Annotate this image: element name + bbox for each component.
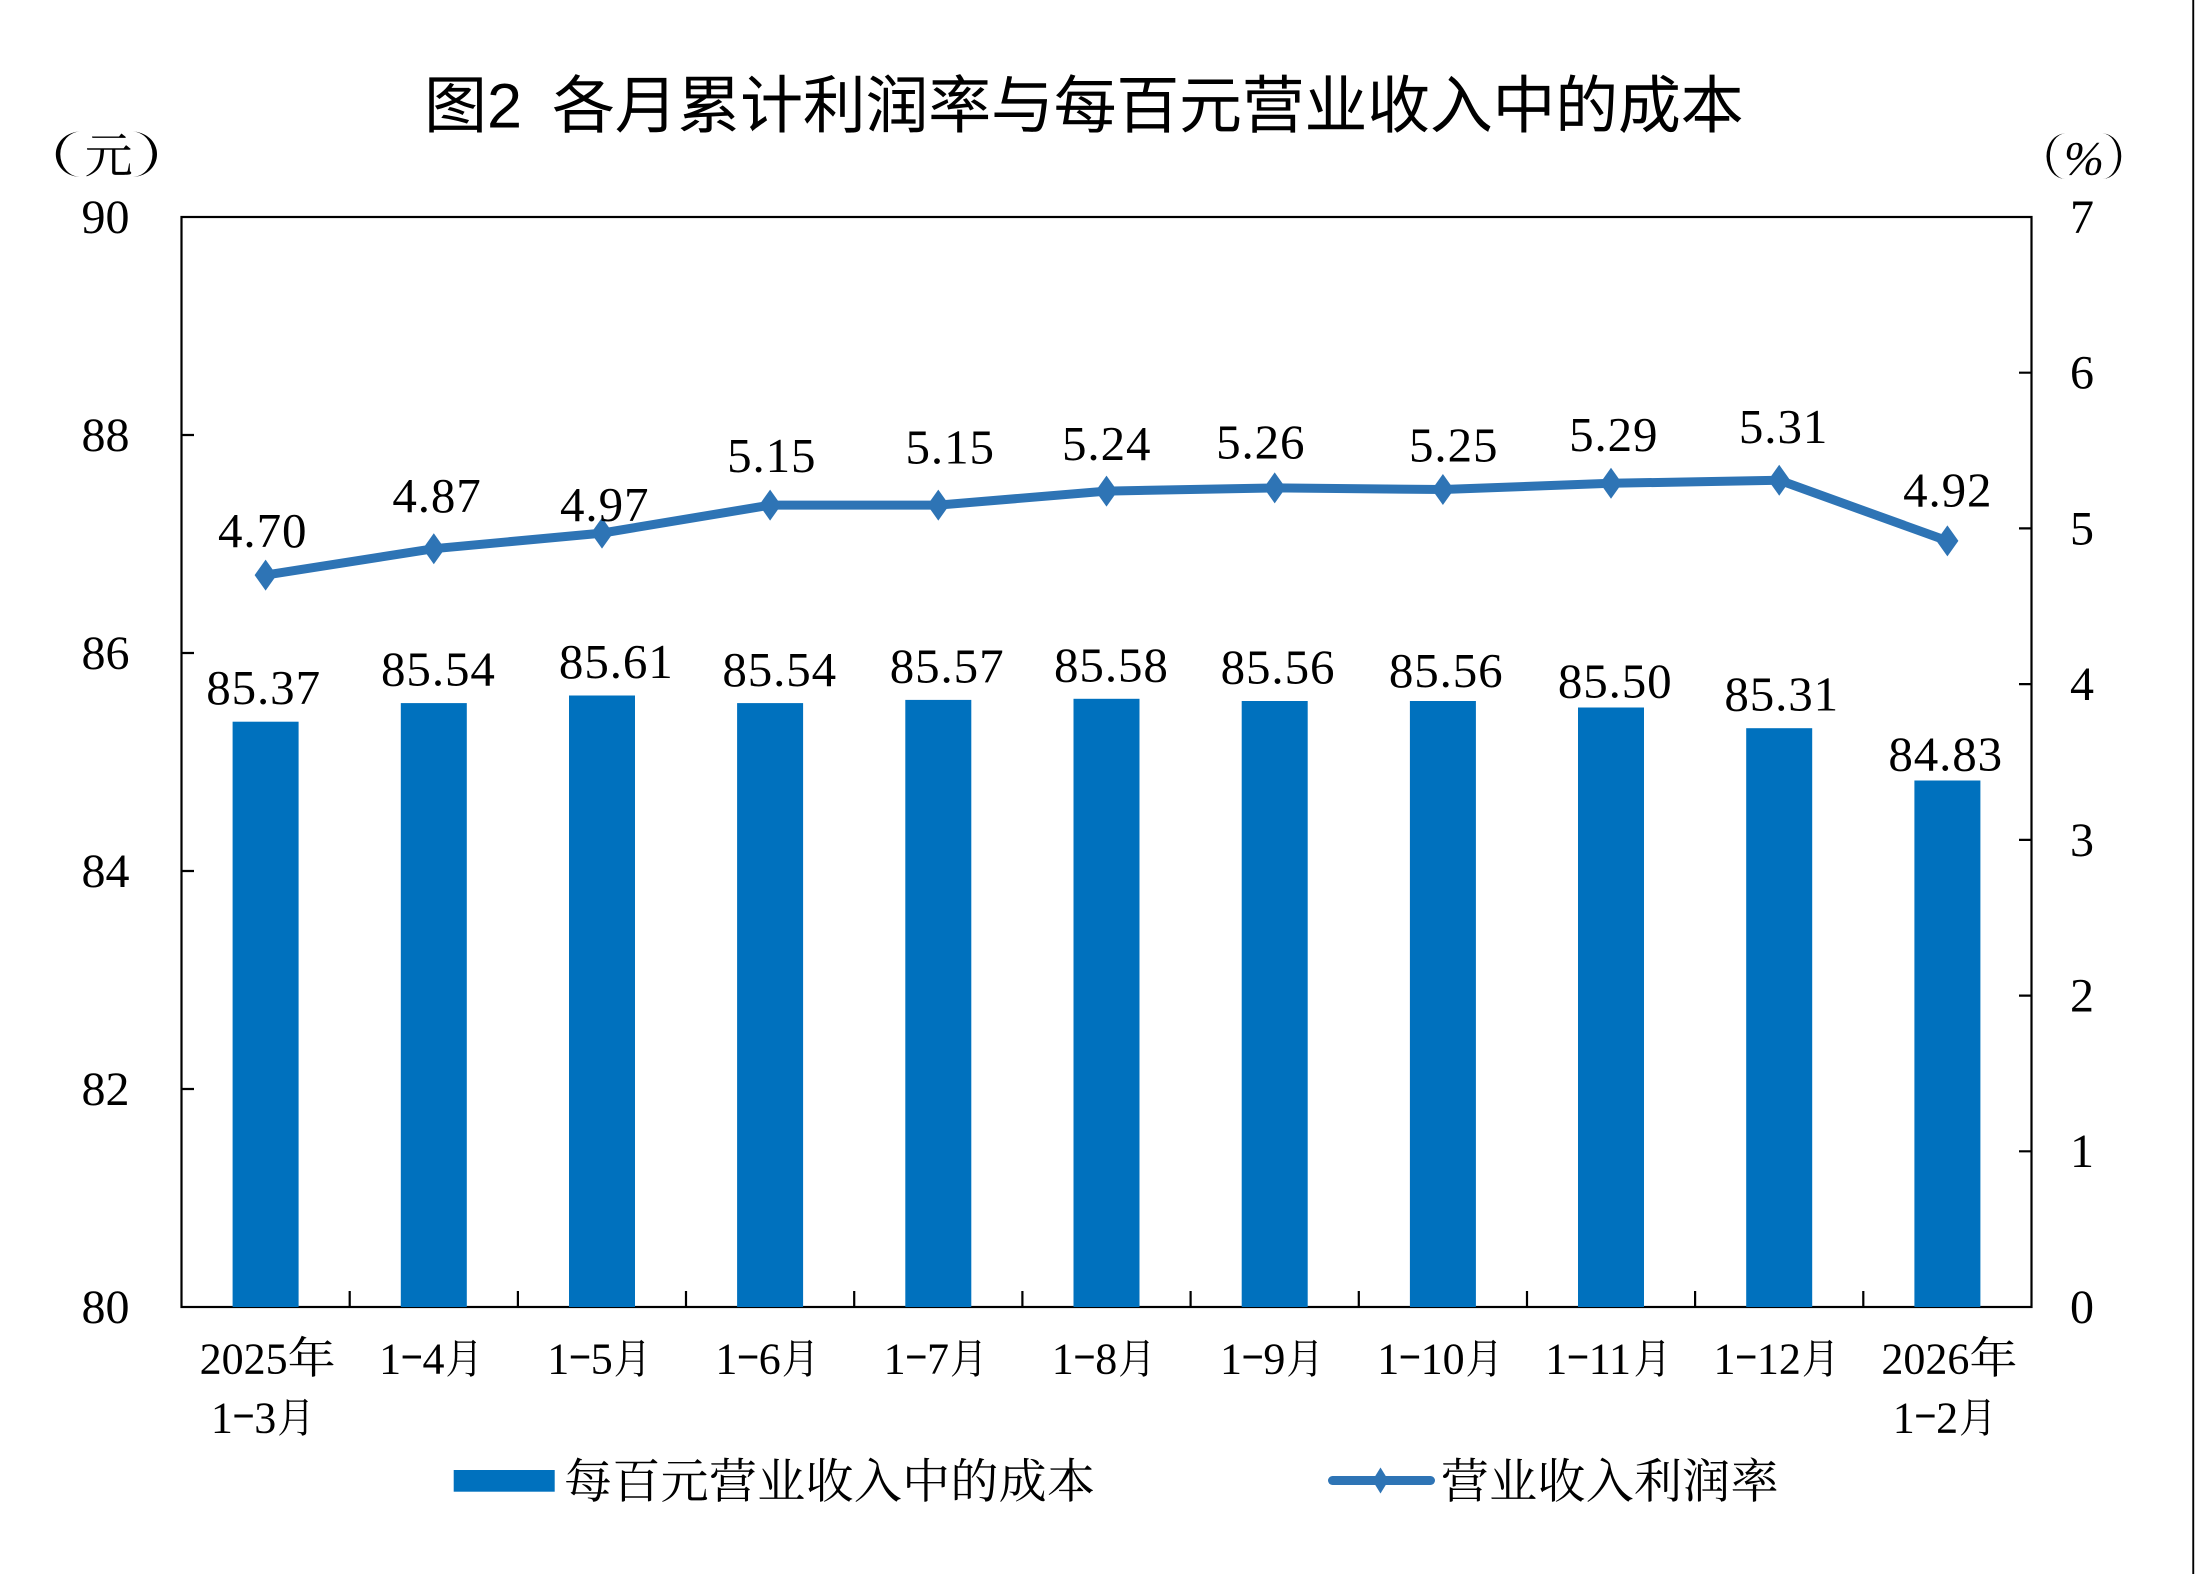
- svg-text:5.31: 5.31: [1739, 399, 1828, 454]
- svg-text:85.54: 85.54: [381, 642, 496, 697]
- svg-text:8: 8: [1095, 1334, 1117, 1383]
- svg-text:6: 6: [759, 1334, 781, 1383]
- svg-text:4.97: 4.97: [560, 477, 649, 532]
- svg-text:84: 84: [82, 845, 130, 898]
- svg-text:85.56: 85.56: [1221, 640, 1336, 695]
- svg-text:10: 10: [1421, 1334, 1465, 1383]
- svg-text:2025: 2025: [200, 1334, 288, 1383]
- svg-text:85.56: 85.56: [1389, 643, 1504, 698]
- svg-text:5.26: 5.26: [1216, 415, 1305, 470]
- svg-text:0: 0: [2070, 1281, 2094, 1334]
- svg-text:1: 1: [1052, 1334, 1074, 1383]
- svg-text:5.29: 5.29: [1569, 407, 1658, 462]
- svg-text:85.54: 85.54: [722, 642, 837, 697]
- svg-text:84.83: 84.83: [1888, 727, 2003, 782]
- svg-text:90: 90: [82, 191, 130, 244]
- svg-text:5.25: 5.25: [1409, 418, 1498, 473]
- svg-text:5.15: 5.15: [727, 428, 816, 483]
- svg-text:2: 2: [1936, 1393, 1958, 1442]
- svg-text:1: 1: [715, 1334, 737, 1383]
- svg-text:1: 1: [884, 1334, 906, 1383]
- svg-text:5.15: 5.15: [906, 420, 995, 475]
- svg-text:4.87: 4.87: [392, 468, 481, 523]
- svg-text:5: 5: [591, 1334, 613, 1383]
- svg-text:1: 1: [2070, 1125, 2094, 1178]
- svg-text:6: 6: [2070, 347, 2094, 400]
- svg-text:4.70: 4.70: [218, 503, 307, 558]
- svg-text:86: 86: [82, 627, 130, 680]
- svg-text:1: 1: [547, 1334, 569, 1383]
- svg-text:9: 9: [1263, 1334, 1285, 1383]
- svg-text:7: 7: [2070, 191, 2094, 244]
- svg-text:12: 12: [1757, 1334, 1801, 1383]
- svg-text:1: 1: [1893, 1393, 1915, 1442]
- svg-text:85.31: 85.31: [1724, 666, 1839, 721]
- svg-text:2: 2: [2070, 970, 2094, 1023]
- svg-text:85.58: 85.58: [1054, 638, 1169, 693]
- svg-text:1: 1: [379, 1334, 401, 1383]
- svg-text:4: 4: [423, 1334, 445, 1383]
- svg-text:7: 7: [927, 1334, 949, 1383]
- svg-text:88: 88: [82, 409, 130, 462]
- svg-text:85.50: 85.50: [1558, 654, 1673, 709]
- svg-text:4: 4: [2070, 658, 2094, 711]
- svg-text:1: 1: [1220, 1334, 1242, 1383]
- svg-text:85.37: 85.37: [206, 660, 321, 715]
- svg-text:%: %: [2064, 133, 2104, 186]
- svg-text:82: 82: [82, 1063, 130, 1116]
- svg-text:4.92: 4.92: [1903, 463, 1992, 518]
- svg-text:2026: 2026: [1881, 1334, 1969, 1383]
- svg-text:1: 1: [1545, 1334, 1567, 1383]
- svg-text:1: 1: [1377, 1334, 1399, 1383]
- svg-text:85.61: 85.61: [559, 634, 674, 689]
- svg-text:11: 11: [1589, 1334, 1631, 1383]
- svg-text:3: 3: [2070, 814, 2094, 867]
- svg-text:85.57: 85.57: [890, 639, 1005, 694]
- svg-text:5: 5: [2070, 502, 2094, 555]
- svg-text:2: 2: [487, 72, 522, 142]
- svg-text:80: 80: [82, 1281, 130, 1334]
- svg-text:5.24: 5.24: [1062, 416, 1151, 471]
- svg-text:1: 1: [211, 1393, 233, 1442]
- svg-text:3: 3: [254, 1393, 276, 1442]
- svg-text:1: 1: [1714, 1334, 1736, 1383]
